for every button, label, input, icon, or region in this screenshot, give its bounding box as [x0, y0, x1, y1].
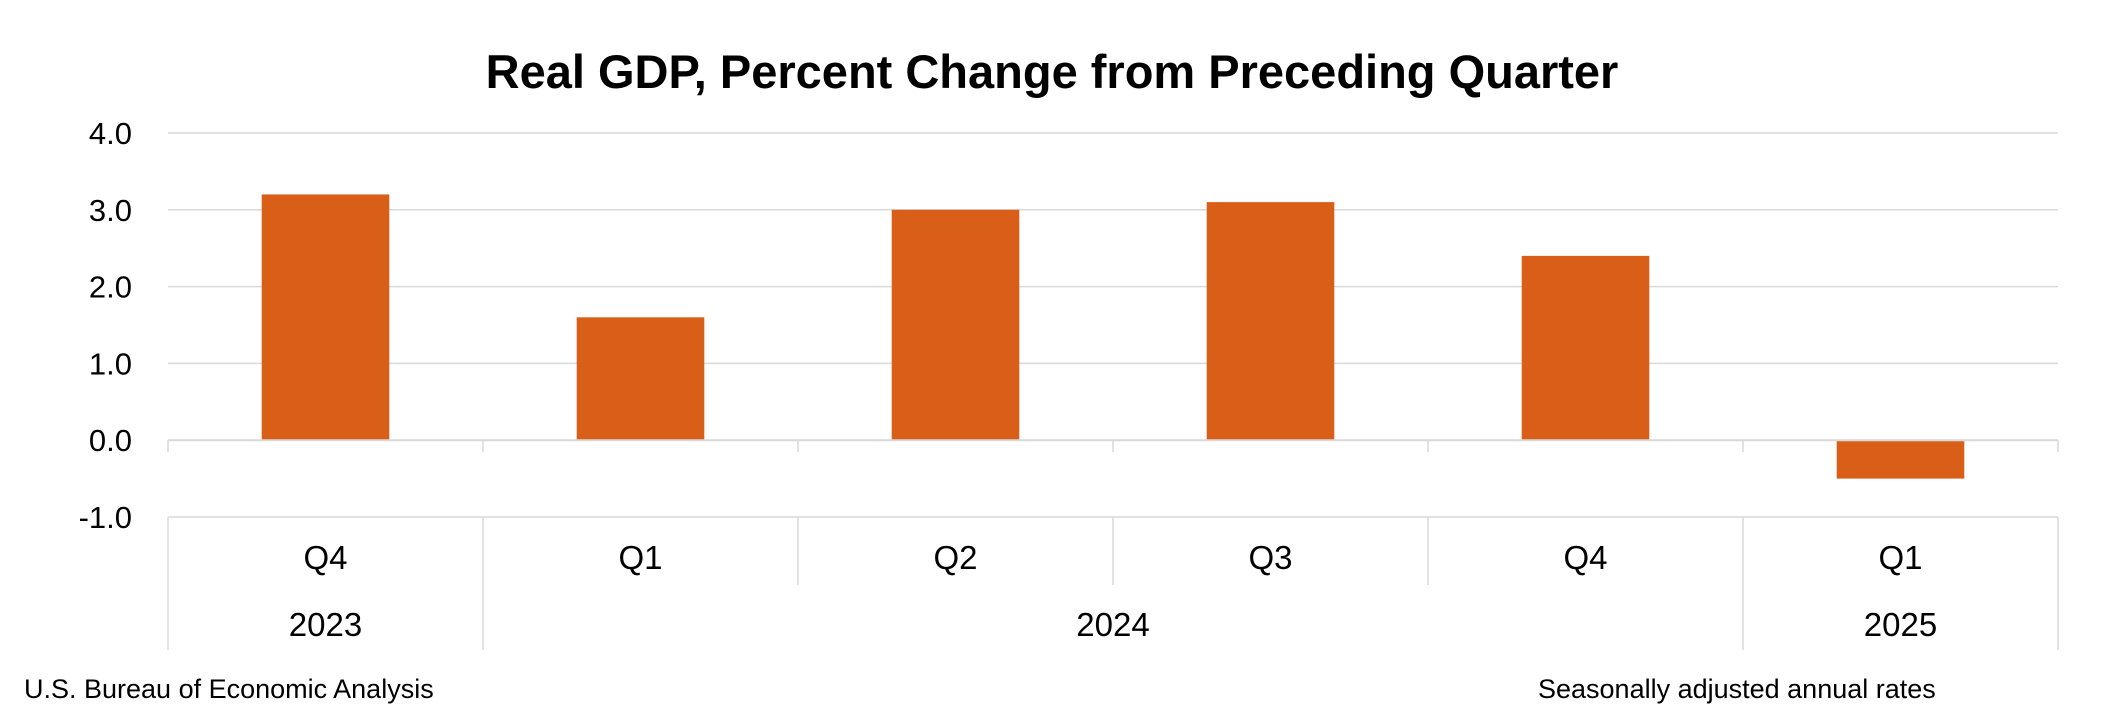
x-category-label: Q4: [1563, 539, 1607, 576]
y-tick-label: 2.0: [89, 270, 132, 305]
bar: [261, 194, 390, 441]
rates-note: Seasonally adjusted annual rates: [1538, 674, 1936, 704]
bar: [1521, 255, 1650, 441]
y-tick-label: 0.0: [89, 423, 132, 458]
y-tick-label: 3.0: [89, 193, 132, 228]
bar: [891, 209, 1020, 441]
x-category-labels: Q4 Q1 Q2 Q3 Q4 Q1 2023 2024 2025: [289, 539, 1937, 643]
bar: [576, 317, 705, 441]
bar: [1836, 440, 1965, 479]
bars: [261, 194, 1965, 479]
x-category-label: Q3: [1248, 539, 1292, 576]
y-tick-label: 1.0: [89, 346, 132, 381]
axes: [167, 439, 2059, 650]
bar: [1206, 202, 1335, 441]
x-group-label: 2024: [1076, 606, 1149, 643]
x-category-label: Q4: [303, 539, 347, 576]
y-tick-label: 4.0: [89, 116, 132, 151]
y-tick-labels: 4.0 3.0 2.0 1.0 0.0 -1.0: [79, 116, 132, 535]
x-category-label: Q1: [1878, 539, 1922, 576]
x-category-label: Q1: [618, 539, 662, 576]
y-tick-label: -1.0: [79, 500, 132, 535]
gridlines: [168, 132, 2058, 518]
x-group-label: 2025: [1864, 606, 1937, 643]
x-group-label: 2023: [289, 606, 362, 643]
x-category-label: Q2: [933, 539, 977, 576]
source-note: U.S. Bureau of Economic Analysis: [24, 674, 434, 704]
chart-title: Real GDP, Percent Change from Preceding …: [485, 45, 1619, 98]
